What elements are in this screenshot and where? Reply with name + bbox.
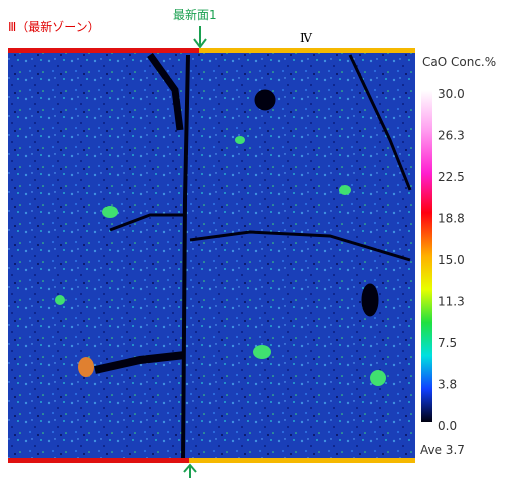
colorbar-tick-label: 30.0: [438, 87, 465, 101]
bar-red-top: [8, 48, 199, 53]
zone3-label: Ⅲ（最新ゾーン）: [8, 19, 100, 34]
colorbar-tick-label: 0.0: [438, 419, 457, 433]
colorbar-tick-label: 26.3: [438, 129, 465, 143]
colorbar-tick-label: 7.5: [438, 336, 457, 350]
colorbar-tick-label: 3.8: [438, 378, 457, 392]
colorbar-tick-label: 22.5: [438, 170, 465, 184]
colorbar-title: CaO Conc.%: [422, 55, 496, 69]
orange-inclusion: [78, 357, 94, 377]
colorbar-ticks: 30.0 26.3 22.5 18.8 15.0 11.3 7.5 3.8 0.0: [438, 87, 465, 433]
bar-red-bottom: [8, 458, 189, 463]
arrow-bottom: [183, 463, 197, 478]
bar-orange-top: [199, 48, 415, 53]
colorbar-tick-label: 11.3: [438, 295, 465, 309]
colorbar-tick-label: 15.0: [438, 253, 465, 267]
colorbar: [421, 90, 432, 422]
inclusions: [55, 136, 386, 386]
colorbar-tick-label: 18.8: [438, 212, 465, 226]
average-label: Ave 3.7: [420, 443, 465, 457]
arrow-top: [193, 26, 207, 49]
surface-label: 最新面1: [173, 7, 217, 22]
cracks: [94, 52, 412, 461]
bar-orange-bottom: [189, 458, 415, 463]
ca-map: [8, 53, 415, 458]
zone4-label: Ⅳ: [300, 31, 313, 45]
